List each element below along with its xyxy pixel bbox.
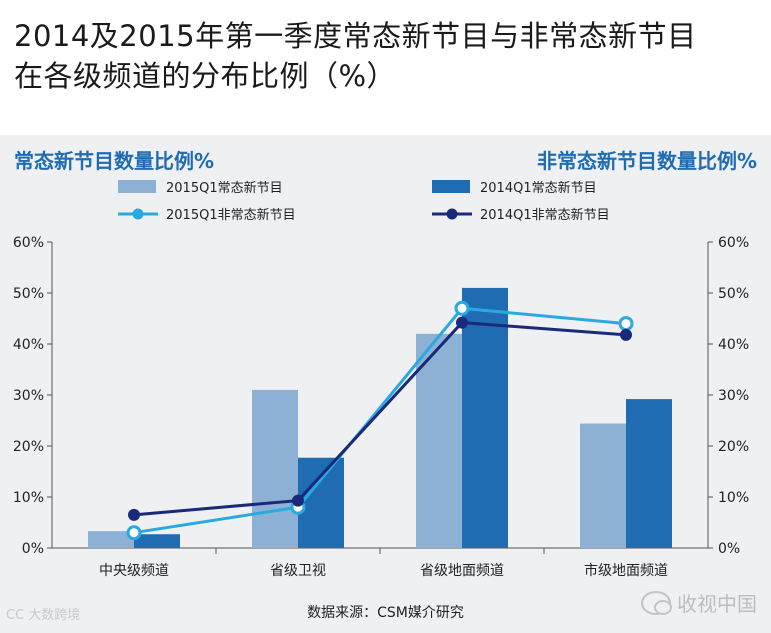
legend-label-line-1: 2015Q1非常态新节目: [166, 207, 296, 223]
data-source-caption: 数据来源：CSM媒介研究: [307, 605, 464, 621]
legend-swatch-bar-1: [118, 180, 156, 193]
right-tick-label-40: 40%: [718, 337, 749, 353]
bar-2014q1-3: [462, 287, 508, 548]
watermark-left: CC 大数跨境: [6, 608, 81, 623]
left-tick-label-20: 20%: [13, 439, 44, 455]
legend-label-bar-1: 2015Q1常态新节目: [166, 180, 283, 196]
right-tick-label-10: 10%: [718, 490, 749, 506]
right-tick-label-60: 60%: [718, 235, 749, 251]
chart-panel: [0, 135, 771, 633]
bar-2014q1-1: [134, 534, 180, 548]
bar-2015q1-3: [416, 333, 462, 548]
bar-2015q1-1: [88, 531, 134, 548]
legend-swatch-marker-1: [132, 208, 144, 220]
point-2014q1-4: [620, 328, 632, 341]
right-tick-label-50: 50%: [718, 286, 749, 302]
bar-2014q1-4: [626, 399, 672, 548]
legend-swatch-bar-2: [432, 180, 470, 193]
watermark-right-label: 收视中国: [677, 592, 757, 616]
legend-swatch-marker-2: [446, 208, 458, 220]
point-2014q1-2: [292, 494, 304, 507]
point-2015q1-4: [618, 316, 634, 332]
right-tick-label-30: 30%: [718, 388, 749, 404]
point-2015q1-1: [126, 525, 142, 541]
point-2014q1-3: [456, 316, 468, 329]
x-tick-label-3: 省级地面频道: [420, 563, 504, 579]
x-tick-label-4: 市级地面频道: [584, 562, 668, 579]
title-line-2: 在各级频道的分布比例（%）: [14, 59, 397, 93]
left-tick-label-40: 40%: [13, 337, 44, 353]
x-tick-label-1: 中央级频道: [99, 563, 169, 579]
legend-label-line-2: 2014Q1非常态新节目: [480, 207, 610, 223]
left-tick-label-30: 30%: [13, 388, 44, 404]
left-axis-title: 常态新节目数量比例%: [14, 149, 214, 173]
line-2015q1: [133, 306, 627, 535]
bar-2015q1-4: [580, 423, 626, 548]
right-tick-label-0: 0%: [718, 541, 740, 557]
point-2015q1-3: [454, 300, 470, 316]
line-2014q1: [133, 321, 627, 517]
page-title: 2014及2015年第一季度常态新节目与非常态新节目 在各级频道的分布比例（%）: [14, 16, 764, 96]
legend-label-bar-2: 2014Q1常态新节目: [480, 180, 597, 196]
left-tick-label-50: 50%: [13, 286, 44, 302]
right-axis-title: 非常态新节目数量比例%: [537, 149, 757, 173]
left-tick-label-10: 10%: [13, 490, 44, 506]
title-line-1: 2014及2015年第一季度常态新节目与非常态新节目: [14, 19, 697, 53]
left-tick-label-60: 60%: [13, 235, 44, 251]
point-2014q1-1: [128, 508, 140, 521]
left-tick-label-0: 0%: [22, 541, 44, 557]
bar-2015q1-2: [252, 389, 298, 548]
right-tick-label-20: 20%: [718, 439, 749, 455]
wechat-icon: [641, 590, 672, 615]
x-tick-label-2: 省级卫视: [270, 563, 326, 579]
bar-2014q1-2: [298, 457, 344, 548]
watermark-right: 收视中国: [641, 588, 757, 617]
